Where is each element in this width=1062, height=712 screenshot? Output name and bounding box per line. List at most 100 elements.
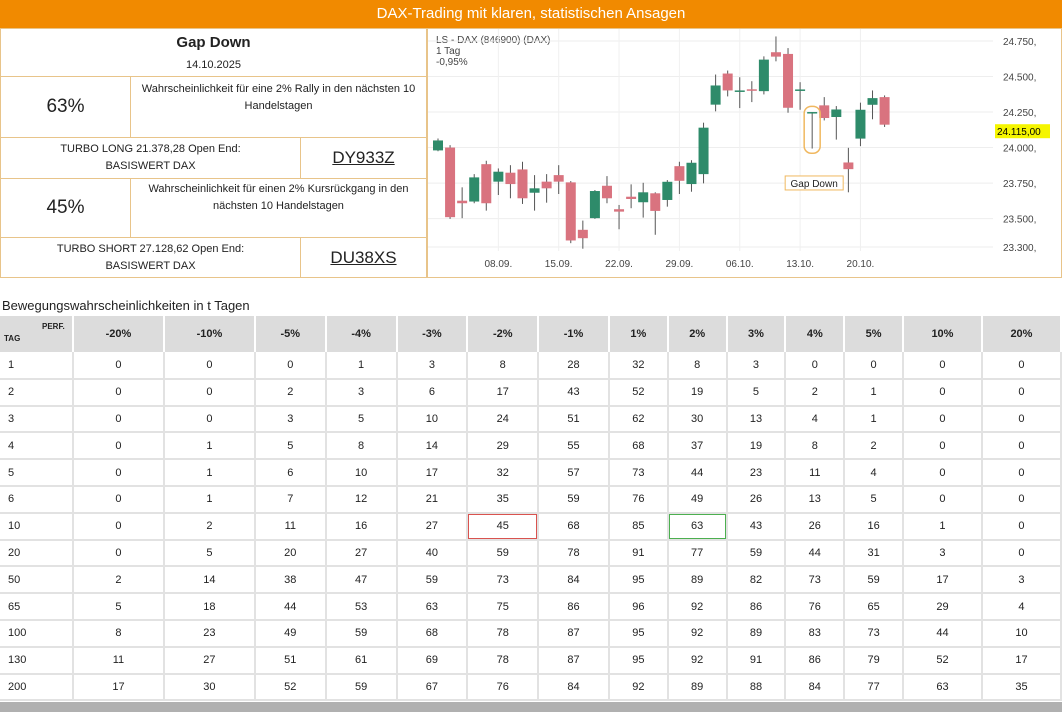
signal-title: Gap Down: [176, 34, 251, 51]
candle-body: [662, 181, 673, 200]
value-cell: 8: [325, 432, 398, 461]
candle-body: [565, 182, 576, 241]
value-cell: 95: [608, 646, 669, 675]
table-row: 6 0 1 7 12 21 35 59 76 49 26 13 5 0 0: [0, 485, 1062, 514]
value-cell: 86: [785, 646, 846, 675]
candle-body: [505, 172, 516, 185]
value-cell: 0: [73, 459, 165, 487]
value-cell: 13: [785, 485, 846, 514]
short-product-link[interactable]: DU38XS: [300, 237, 427, 278]
column-header: 20%: [981, 316, 1062, 352]
value-cell: 0: [981, 539, 1062, 568]
value-cell: 2: [254, 378, 327, 407]
value-cell: 13: [726, 405, 787, 434]
long-product-base: BASISWERT DAX: [105, 160, 196, 172]
y-tick-label: 24.000,: [1003, 144, 1036, 155]
column-header: -10%: [163, 316, 256, 352]
value-cell: 59: [325, 673, 398, 702]
candle-body: [831, 109, 842, 118]
x-tick-label: 20.10.: [847, 259, 875, 270]
value-cell: 35: [467, 485, 540, 514]
candle-body: [734, 90, 745, 92]
value-cell: 57: [538, 459, 610, 487]
value-cell: 63: [667, 512, 728, 541]
value-cell: 4: [785, 405, 846, 434]
value-cell: 65: [844, 593, 904, 621]
candle-body: [529, 188, 540, 193]
short-product: TURBO SHORT 27.128,62 Open End: BASISWER…: [0, 237, 301, 278]
value-cell: 1: [903, 512, 983, 541]
value-cell: 27: [163, 646, 256, 675]
value-cell: 0: [73, 405, 165, 434]
value-cell: 85: [608, 512, 669, 541]
value-cell: 5: [844, 485, 904, 514]
value-cell: 8: [667, 352, 728, 380]
value-cell: 0: [163, 352, 256, 380]
table-title: Bewegungswahrscheinlichkeiten in t Tagen: [2, 298, 250, 313]
column-header: 4%: [785, 316, 846, 352]
table-row: 20 0 5 20 27 40 59 78 91 77 59 44 31 3 0: [0, 539, 1062, 568]
table-row: 65 5 18 44 53 63 75 86 96 92 86 76 65 29 4: [0, 593, 1062, 621]
value-cell: 10: [325, 459, 398, 487]
x-tick-label: 29.09.: [665, 259, 693, 270]
last-price-tag: [995, 124, 1050, 139]
value-cell: 4: [981, 593, 1062, 621]
candle-body: [867, 98, 878, 105]
value-cell: 19: [667, 378, 728, 407]
value-cell: 26: [726, 485, 787, 514]
long-description: Wahrscheinlichkeit für eine 2% Rally in …: [130, 76, 427, 138]
value-cell: 78: [467, 646, 540, 675]
value-cell: 10: [396, 405, 469, 434]
short-description: Wahrscheinlichkeit für einen 2% Kursrück…: [130, 178, 427, 238]
value-cell: 79: [844, 646, 904, 675]
value-cell: 78: [467, 619, 540, 648]
candle-body: [481, 164, 492, 204]
value-cell: 89: [726, 619, 787, 648]
value-cell: 59: [467, 539, 540, 568]
candle-body: [577, 229, 588, 239]
short-product-base: BASISWERT DAX: [105, 259, 196, 272]
short-product-name: TURBO SHORT 27.128,62 Open End:: [56, 242, 245, 255]
table-row: 10 0 2 11 16 27 45 68 85 63 43 26 16 1 0: [0, 512, 1062, 541]
value-cell: 0: [981, 485, 1062, 514]
value-cell: 17: [467, 378, 540, 407]
candle-body: [795, 89, 806, 91]
value-cell: 88: [726, 673, 787, 702]
value-cell: 84: [785, 673, 846, 702]
day-cell: 20: [0, 539, 74, 568]
annotation-box: [784, 175, 844, 191]
short-probability: 45%: [0, 178, 131, 238]
value-cell: 26: [785, 512, 846, 541]
signal-title-box: Gap Down 14.10.2025: [0, 28, 427, 77]
candle-body: [770, 52, 781, 57]
value-cell: 20: [254, 539, 327, 568]
column-header: 1%: [608, 316, 669, 352]
gap-down-annotation: Gap Down: [791, 179, 838, 190]
value-cell: 0: [73, 539, 165, 568]
value-cell: 59: [325, 619, 398, 648]
dax-candlestick-chart: LS - DAX (846900) (DAX) 1 Tag -0,95% 24.…: [427, 28, 1062, 278]
candle-body: [819, 105, 830, 119]
candle-body: [493, 171, 504, 182]
value-cell: 3: [903, 539, 983, 568]
value-cell: 16: [844, 512, 904, 541]
day-cell: 130: [0, 646, 74, 675]
value-cell: 95: [608, 566, 669, 595]
candle-body: [698, 127, 709, 175]
value-cell: 5: [163, 539, 256, 568]
value-cell: 86: [538, 593, 610, 621]
value-cell: 1: [163, 485, 256, 514]
value-cell: 92: [667, 593, 728, 621]
value-cell: 27: [325, 539, 398, 568]
value-cell: 0: [163, 405, 256, 434]
value-cell: 76: [467, 673, 540, 702]
long-product-link[interactable]: DY933Z: [300, 137, 427, 179]
value-cell: 2: [163, 512, 256, 541]
y-tick-label: 23.750,: [1003, 179, 1036, 190]
table-row: 2 0 0 2 3 6 17 43 52 19 5 2 1 0 0: [0, 378, 1062, 407]
value-cell: 77: [667, 539, 728, 568]
value-cell: 11: [73, 646, 165, 675]
table-row: 3 0 0 3 5 10 24 51 62 30 13 4 1 0 0: [0, 405, 1062, 434]
value-cell: 8: [73, 619, 165, 648]
value-cell: 92: [608, 673, 669, 702]
